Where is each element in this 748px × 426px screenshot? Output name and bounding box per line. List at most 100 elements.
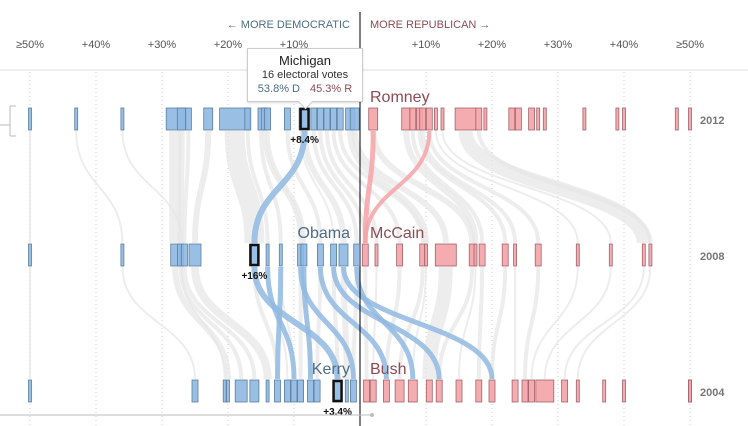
state-mark[interactable]	[521, 379, 529, 403]
state-mark[interactable]	[536, 107, 541, 131]
state-mark[interactable]	[278, 243, 283, 267]
state-mark[interactable]	[488, 379, 496, 403]
state-mark[interactable]	[191, 379, 199, 403]
state-mark[interactable]	[323, 107, 331, 131]
state-mark[interactable]	[501, 243, 509, 267]
state-mark[interactable]	[582, 107, 587, 131]
state-mark[interactable]	[330, 243, 338, 267]
state-mark[interactable]	[203, 107, 214, 131]
state-mark[interactable]	[283, 379, 291, 403]
state-mark[interactable]	[483, 107, 488, 131]
state-mark[interactable]	[120, 107, 125, 131]
state-mark[interactable]	[674, 107, 679, 131]
state-mark[interactable]	[181, 243, 188, 267]
state-mark[interactable]	[409, 107, 417, 131]
state-mark[interactable]	[454, 107, 477, 131]
state-mark[interactable]	[382, 379, 390, 403]
state-mark[interactable]	[534, 243, 542, 267]
state-mark[interactable]	[475, 107, 483, 131]
state-mark[interactable]	[435, 379, 443, 403]
state-mark[interactable]	[425, 379, 433, 403]
scrub-handle[interactable]	[370, 413, 374, 417]
state-mark[interactable]	[433, 107, 438, 131]
state-mark[interactable]	[290, 379, 298, 403]
state-mark[interactable]	[226, 379, 230, 403]
state-mark[interactable]	[419, 107, 427, 131]
state-mark[interactable]	[316, 243, 324, 267]
state-mark[interactable]	[176, 107, 187, 131]
state-mark[interactable]	[394, 379, 405, 403]
state-mark[interactable]	[250, 243, 258, 267]
state-mark[interactable]	[602, 379, 607, 403]
highlight-margin-label: +16%	[241, 271, 267, 282]
state-mark[interactable]	[407, 379, 418, 403]
state-mark[interactable]	[615, 107, 620, 131]
highlighted-state-mark[interactable]	[249, 243, 260, 267]
state-mark[interactable]	[74, 107, 79, 131]
state-mark[interactable]	[478, 243, 486, 267]
state-mark[interactable]	[434, 243, 457, 267]
state-mark[interactable]	[535, 379, 555, 403]
state-mark[interactable]	[244, 107, 252, 131]
state-mark[interactable]	[265, 243, 270, 267]
state-mark[interactable]	[336, 107, 344, 131]
state-mark[interactable]	[508, 107, 516, 131]
state-mark[interactable]	[361, 243, 369, 267]
state-mark[interactable]	[515, 107, 522, 131]
state-mark[interactable]	[344, 379, 349, 403]
state-mark[interactable]	[297, 379, 305, 403]
state-mark[interactable]	[369, 379, 377, 403]
state-mark[interactable]	[330, 107, 338, 131]
state-mark[interactable]	[542, 107, 547, 131]
state-mark[interactable]	[528, 379, 535, 403]
state-mark[interactable]	[188, 243, 202, 267]
state-mark[interactable]	[120, 243, 125, 267]
state-mark[interactable]	[455, 379, 463, 403]
state-mark[interactable]	[396, 243, 404, 267]
state-mark[interactable]	[641, 243, 646, 267]
state-mark[interactable]	[264, 107, 272, 131]
state-mark[interactable]	[234, 379, 248, 403]
state-mark[interactable]	[300, 243, 308, 267]
state-mark[interactable]	[575, 379, 580, 403]
state-mark[interactable]	[349, 379, 357, 403]
state-mark[interactable]	[608, 243, 613, 267]
state-mark[interactable]	[338, 243, 349, 267]
state-mark[interactable]	[184, 107, 192, 131]
state-mark[interactable]	[440, 107, 445, 131]
state-mark[interactable]	[622, 379, 626, 403]
state-mark[interactable]	[511, 379, 519, 403]
state-mark[interactable]	[307, 379, 314, 403]
state-mark[interactable]	[316, 107, 324, 131]
state-mark[interactable]	[222, 379, 227, 403]
state-mark[interactable]	[374, 243, 379, 267]
state-mark[interactable]	[28, 379, 32, 403]
state-mark[interactable]	[528, 107, 535, 131]
state-mark[interactable]	[513, 243, 517, 267]
state-mark[interactable]	[622, 107, 626, 131]
state-mark[interactable]	[401, 107, 412, 131]
state-mark[interactable]	[424, 243, 428, 267]
state-mark[interactable]	[249, 379, 260, 403]
state-mark[interactable]	[363, 379, 371, 403]
state-mark[interactable]	[688, 107, 692, 131]
state-mark[interactable]	[575, 243, 580, 267]
state-mark[interactable]	[265, 379, 270, 403]
state-mark[interactable]	[368, 107, 379, 131]
state-mark[interactable]	[561, 379, 568, 403]
state-mark[interactable]	[28, 243, 32, 267]
state-mark[interactable]	[648, 243, 653, 267]
state-mark[interactable]	[425, 107, 433, 131]
highlighted-state-mark[interactable]	[332, 379, 343, 403]
state-mark[interactable]	[313, 379, 321, 403]
state-mark[interactable]	[688, 379, 692, 403]
state-mark[interactable]	[353, 243, 361, 267]
state-mark[interactable]	[283, 107, 291, 131]
state-mark[interactable]	[473, 243, 478, 267]
state-mark[interactable]	[475, 379, 483, 403]
state-mark[interactable]	[310, 107, 318, 131]
state-mark[interactable]	[274, 379, 281, 403]
state-mark[interactable]	[349, 107, 360, 131]
state-mark[interactable]	[28, 107, 32, 131]
dem-candidate-label: Kerry	[312, 361, 350, 378]
